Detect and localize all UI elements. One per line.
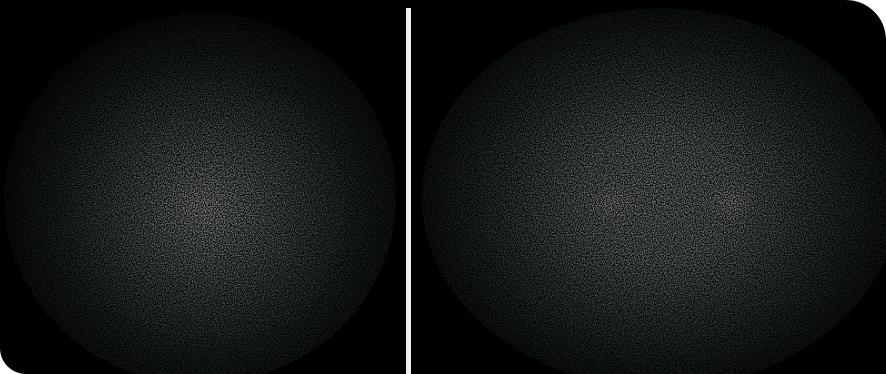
hot-spot <box>586 182 638 222</box>
image <box>0 0 886 374</box>
left-panel <box>4 12 396 374</box>
hot-spot <box>175 181 231 229</box>
hot-spot <box>704 182 756 222</box>
divider <box>406 8 411 374</box>
page: {} <box>0 0 886 374</box>
